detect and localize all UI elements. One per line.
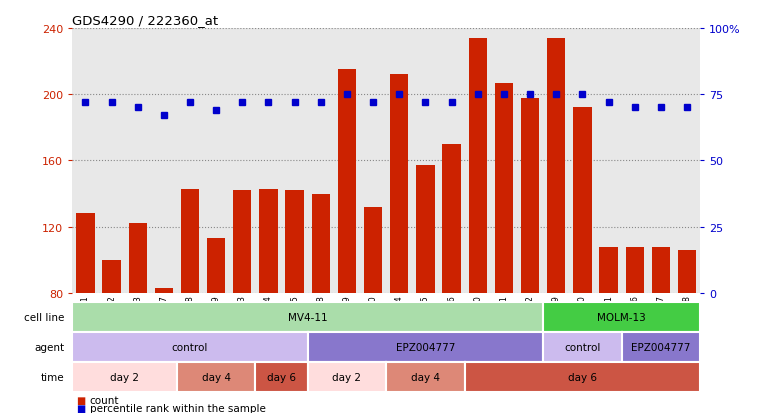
Bar bbox=[600, 247, 618, 413]
Bar bbox=[364, 207, 382, 413]
Text: EPZ004777: EPZ004777 bbox=[631, 342, 690, 353]
Text: cell line: cell line bbox=[24, 312, 65, 323]
Text: ■: ■ bbox=[76, 395, 85, 405]
Text: day 6: day 6 bbox=[568, 372, 597, 382]
Text: EPZ004777: EPZ004777 bbox=[396, 342, 455, 353]
Bar bbox=[76, 214, 94, 413]
Text: control: control bbox=[564, 342, 600, 353]
Text: day 6: day 6 bbox=[267, 372, 296, 382]
Bar bbox=[469, 39, 487, 413]
Bar bbox=[442, 145, 460, 413]
Bar bbox=[626, 247, 644, 413]
Bar bbox=[312, 194, 330, 413]
Bar bbox=[285, 191, 304, 413]
Bar bbox=[521, 98, 540, 413]
Bar bbox=[547, 39, 565, 413]
Text: percentile rank within the sample: percentile rank within the sample bbox=[90, 403, 266, 413]
Text: ■: ■ bbox=[76, 403, 85, 413]
Text: agent: agent bbox=[34, 342, 65, 353]
Text: count: count bbox=[90, 395, 119, 405]
Bar bbox=[260, 189, 278, 413]
Bar bbox=[103, 260, 121, 413]
Text: MV4-11: MV4-11 bbox=[288, 312, 327, 323]
Bar bbox=[573, 108, 591, 413]
Text: day 4: day 4 bbox=[411, 372, 440, 382]
Text: MOLM-13: MOLM-13 bbox=[597, 312, 646, 323]
Bar bbox=[154, 288, 173, 413]
Bar bbox=[129, 224, 147, 413]
Text: day 2: day 2 bbox=[110, 372, 139, 382]
Text: control: control bbox=[172, 342, 209, 353]
Bar bbox=[338, 70, 356, 413]
Bar bbox=[678, 250, 696, 413]
Text: time: time bbox=[41, 372, 65, 382]
Bar bbox=[233, 191, 251, 413]
Bar bbox=[390, 75, 409, 413]
Bar bbox=[651, 247, 670, 413]
Bar bbox=[416, 166, 435, 413]
Text: day 4: day 4 bbox=[202, 372, 231, 382]
Text: GDS4290 / 222360_at: GDS4290 / 222360_at bbox=[72, 14, 218, 27]
Text: day 2: day 2 bbox=[333, 372, 361, 382]
Bar bbox=[181, 189, 199, 413]
Bar bbox=[495, 83, 513, 413]
Bar bbox=[207, 239, 225, 413]
